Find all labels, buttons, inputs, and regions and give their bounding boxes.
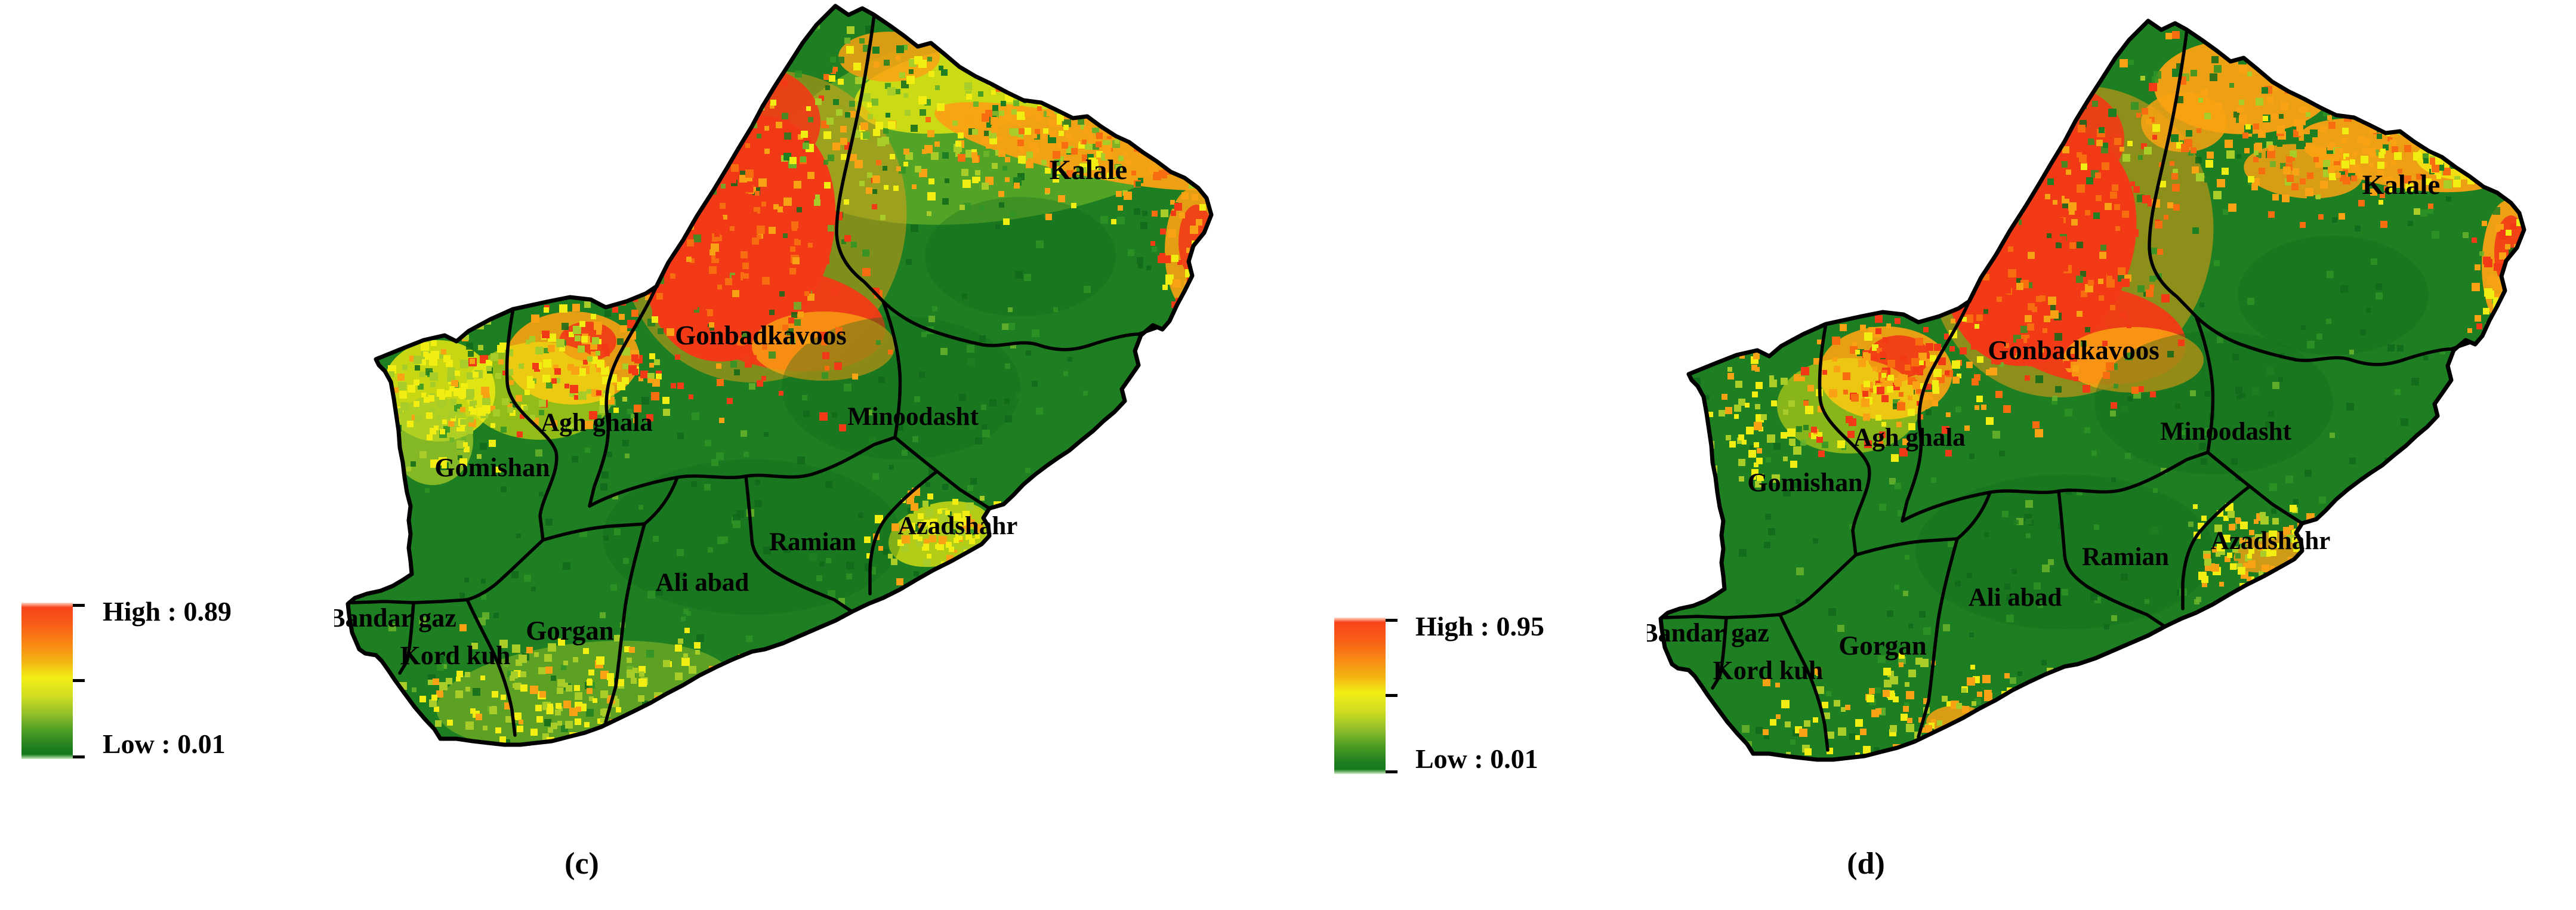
district-boundary-1: [588, 285, 658, 508]
district-boundary-5: [893, 436, 991, 510]
district-label-gonbadkavoos: Gonbadkavoos: [1988, 335, 2159, 365]
district-label-bandar-gaz: Bandar gaz: [1647, 618, 1769, 647]
district-boundary-3: [2194, 314, 2215, 454]
district-boundary-10: [2057, 489, 2167, 628]
district-label-gomishan: Gomishan: [1747, 468, 1862, 497]
legend-high-label: High : 0.95: [1415, 611, 1544, 641]
legend-tick-high: [1386, 619, 1397, 622]
legend-tick-low: [73, 755, 85, 758]
legend-tick-low: [1386, 770, 1397, 773]
district-label-kord-kuh: Kord kuh: [1713, 656, 1824, 685]
district-boundary-2: [2148, 28, 2472, 366]
district-boundary-13: [1711, 616, 1728, 690]
district-boundary-6: [643, 476, 679, 526]
district-boundary-6: [1955, 491, 1992, 541]
district-boundary-8: [465, 598, 517, 737]
subfigure-caption-d: (d): [1847, 847, 1885, 881]
district-boundary-14: [1778, 553, 1858, 616]
district-label-azadshahr: Azadshahr: [2211, 527, 2331, 555]
district-boundary-7: [1917, 537, 1959, 739]
district-label-agh-ghala: Agh ghala: [1853, 424, 1966, 452]
district-boundary-3: [881, 300, 902, 439]
district-label-gonbadkavoos: Gonbadkavoos: [675, 320, 847, 350]
district-label-agh-ghala: Agh ghala: [541, 409, 653, 437]
province-outline: [1658, 18, 2526, 762]
district-boundary-11: [2181, 485, 2251, 610]
district-label-azadshahr: Azadshahr: [898, 512, 1018, 540]
choropleth-map-c: Kalale Gonbadkavoos Minoodasht Agh ghala Gom…: [334, 4, 1214, 747]
district-label-bandar-gaz: Bandar gaz: [334, 603, 456, 633]
legend-tick-mid: [73, 679, 85, 682]
district-boundary-13: [398, 601, 415, 675]
district-boundary-1: [1901, 300, 1971, 523]
map-panel-d: High : 0.95 Low : 0.01 Kalale Gonbadkavoo…: [1313, 15, 2576, 815]
district-label-ramian: Ramian: [769, 528, 856, 556]
district-boundary-9: [541, 522, 646, 542]
map-panel-c: High : 0.89 Low : 0.01 Kalale Gonbadkavoo…: [0, 0, 1265, 800]
district-boundary-7: [604, 522, 646, 724]
district-label-gomishan: Gomishan: [434, 453, 550, 482]
district-label-ali-abad: Ali abad: [656, 569, 749, 597]
legend-low-label: Low : 0.01: [1415, 744, 1538, 774]
district-label-kalale: Kalale: [1050, 155, 1128, 186]
district-boundary-2: [835, 13, 1159, 351]
district-label-ali-abad: Ali abad: [1969, 584, 2062, 612]
district-label-ramian: Ramian: [2082, 543, 2169, 571]
district-boundary-8: [1778, 613, 1830, 752]
legend-low-label: Low : 0.01: [103, 729, 226, 759]
district-boundary-0: [505, 307, 559, 542]
district-label-kord-kuh: Kord kuh: [400, 641, 511, 670]
district-boundary-10: [744, 474, 854, 613]
district-label-gorgan: Gorgan: [526, 616, 614, 646]
district-boundary-11: [868, 470, 939, 596]
legend-high-label: High : 0.89: [103, 596, 232, 627]
legend-tick-mid: [1386, 694, 1397, 697]
legend-color-ramp: [1334, 618, 1386, 774]
district-label-kalale: Kalale: [2362, 169, 2441, 200]
district-label-gorgan: Gorgan: [1838, 631, 1927, 661]
district-label-minoodasht: Minoodasht: [2160, 418, 2292, 446]
district-boundary-0: [1818, 322, 1871, 557]
district-boundary-5: [2206, 451, 2304, 525]
district-boundary-14: [465, 538, 545, 601]
district-label-minoodasht: Minoodasht: [847, 403, 979, 431]
legend-color-ramp: [21, 603, 73, 759]
district-boundary-9: [1854, 537, 1959, 557]
choropleth-map-d: Kalale Gonbadkavoos Minoodasht Agh ghala Gom…: [1647, 18, 2526, 762]
province-outline: [345, 4, 1214, 747]
subfigure-caption-c: (c): [564, 847, 599, 881]
legend-tick-high: [73, 604, 85, 607]
